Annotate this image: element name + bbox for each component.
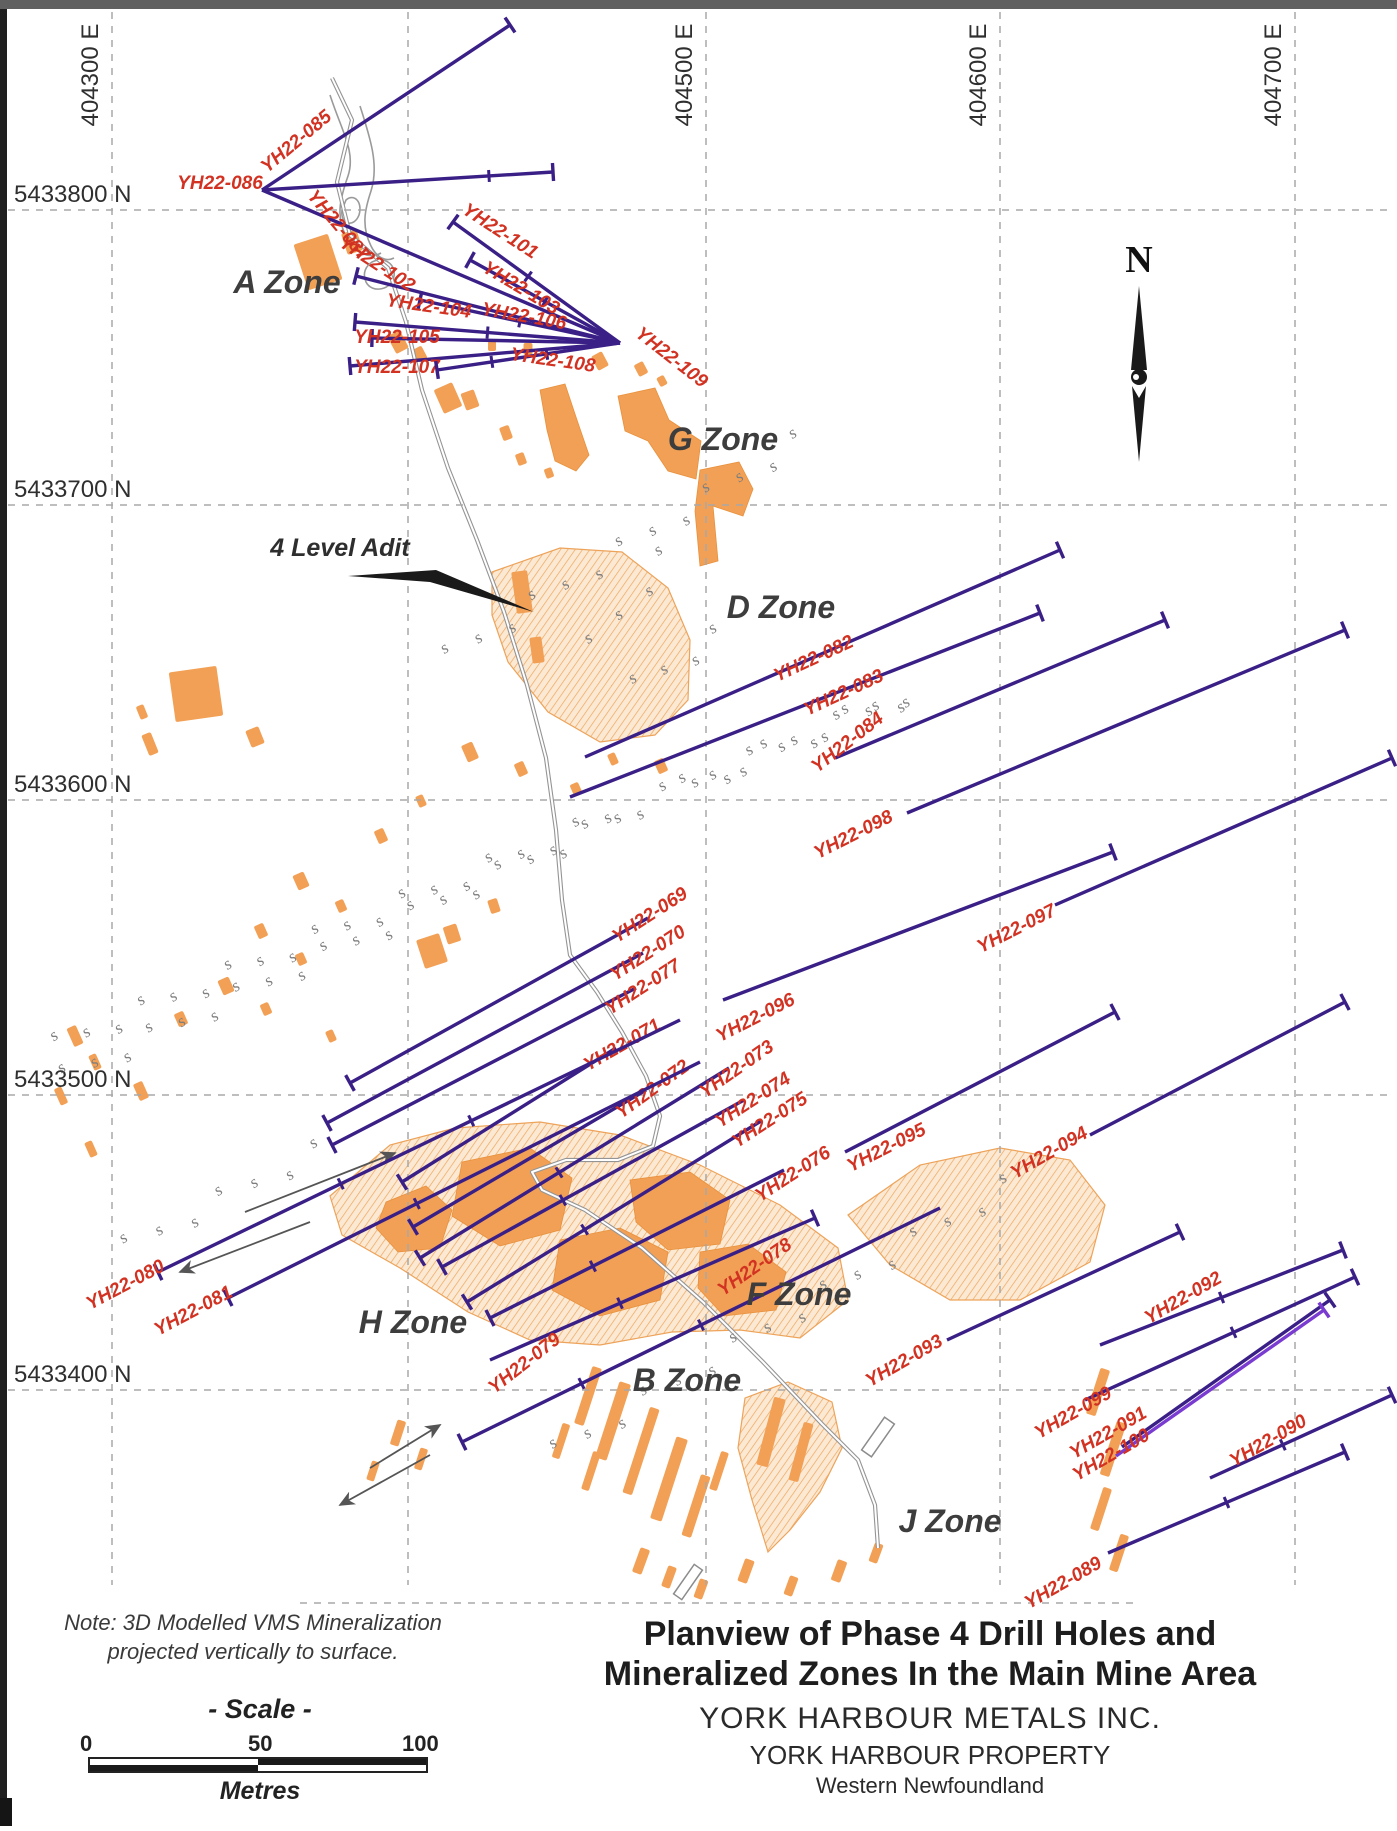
scale-tick-100: 100 (402, 1731, 439, 1757)
scale-block: - Scale - 0 50 100 Metres (70, 1694, 450, 1806)
zone-label-h: H Zone (359, 1304, 467, 1340)
zone-label-d: D Zone (727, 589, 835, 625)
adit-label: 4 Level Adit (269, 534, 411, 562)
grid-label-northing: 5433600 N (14, 771, 131, 798)
drill-depth-tick (489, 170, 490, 182)
note-line-2: projected vertically to surface. (18, 1637, 488, 1666)
company-name: YORK HARBOUR METALS INC. (480, 1702, 1380, 1736)
grid-label-easting: 404500 E (671, 24, 698, 127)
scale-tick-50: 50 (248, 1731, 272, 1757)
mineralized-bar (169, 666, 223, 722)
grid-label-northing: 5433400 N (14, 1361, 131, 1388)
scan-edge-top (0, 0, 1397, 9)
grid-label-easting: 404600 E (965, 24, 992, 127)
note-line-1: Note: 3D Modelled VMS Mineralization (18, 1608, 488, 1637)
scale-bar-segment (258, 1765, 426, 1771)
zone-label-b: B Zone (633, 1362, 741, 1398)
drill-hole-label: YH22-107 (354, 357, 441, 378)
scale-units: Metres (70, 1777, 450, 1806)
drill-depth-tick (487, 327, 488, 339)
scale-numbers: 0 50 100 (70, 1731, 450, 1757)
drill-collar-tbar (349, 357, 351, 375)
region-name: Western Newfoundland (480, 1773, 1380, 1799)
map-title-line-2: Mineralized Zones In the Main Mine Area (480, 1654, 1380, 1694)
north-label: N (1125, 239, 1152, 281)
grid-label-northing: 5433800 N (14, 181, 131, 208)
north-needle-hub-dot (1133, 374, 1139, 380)
property-name: YORK HARBOUR PROPERTY (480, 1740, 1380, 1771)
zone-label-j: J Zone (898, 1503, 1001, 1539)
scan-edge-left (0, 0, 7, 1826)
grid-label-easting: 404300 E (77, 24, 104, 127)
scale-title: - Scale - (70, 1694, 450, 1725)
scale-bar (88, 1757, 428, 1773)
drill-depth-tick (491, 356, 493, 368)
zone-label-g: G Zone (668, 421, 778, 457)
zone-label-a: A Zone (232, 264, 340, 300)
grid-label-northing: 5433700 N (14, 476, 131, 503)
scale-bar-segment (90, 1765, 258, 1771)
drill-hole-label: YH22-086 (177, 173, 263, 194)
grid-label-easting: 404700 E (1260, 24, 1287, 127)
mineralized-bar (488, 341, 496, 351)
map-note: Note: 3D Modelled VMS Mineralization pro… (18, 1608, 488, 1666)
scan-corner-blot (0, 1798, 12, 1826)
title-block: Planview of Phase 4 Drill Holes and Mine… (480, 1614, 1380, 1799)
scale-tick-0: 0 (80, 1731, 92, 1757)
grid-label-northing: 5433500 N (14, 1066, 131, 1093)
zone-label-f: F Zone (747, 1276, 852, 1312)
drill-collar-tbar (552, 163, 553, 181)
map-title-line-1: Planview of Phase 4 Drill Holes and (480, 1614, 1380, 1654)
drill-hole-label: YH22-105 (354, 327, 440, 348)
